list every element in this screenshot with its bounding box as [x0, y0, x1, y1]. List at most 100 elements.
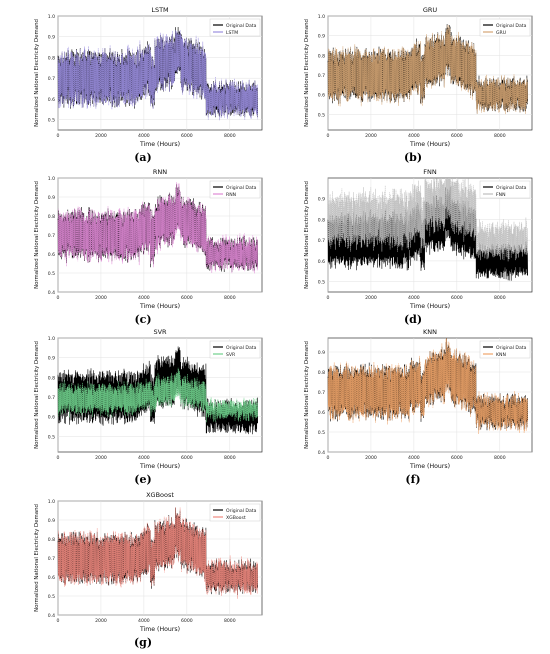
y-tick-label: 0.7 — [48, 395, 55, 401]
x-tick-label: 0 — [57, 618, 60, 624]
chart-panel-rnn: 0.4 0.5 0.6 0.7 0.8 0.9 1.0 0 2000 4000 6000 8000 RN… — [12, 162, 274, 326]
x-tick-label: 2000 — [365, 133, 377, 139]
chart-panel-fnn: 0.5 0.6 0.7 0.8 0.9 0 2000 4000 6000 8000 FNN Time … — [282, 162, 544, 326]
chart-svg: 0.4 0.5 0.6 0.7 0.8 0.9 1.0 0 2000 4000 6000 8000 XG… — [34, 491, 263, 633]
chart-panel-xgboost: 0.4 0.5 0.6 0.7 0.8 0.9 1.0 0 2000 4000 6000 8000 XG… — [12, 485, 274, 649]
y-tick-label: 0.4 — [318, 450, 325, 456]
legend-entry: Original Data — [226, 23, 257, 29]
y-tick-label: 0.7 — [318, 73, 325, 79]
y-tick-label: 0.9 — [48, 35, 55, 41]
legend-entry: Original Data — [496, 23, 527, 29]
y-tick-label: 0.4 — [48, 290, 55, 296]
series-svr — [57, 367, 258, 423]
x-tick-label: 4000 — [138, 455, 150, 461]
x-tick-label: 8000 — [224, 618, 236, 624]
y-tick-label: 0.9 — [318, 34, 325, 40]
x-tick-label: 0 — [57, 133, 60, 139]
y-tick-label: 0.8 — [318, 370, 325, 376]
y-tick-label: 0.6 — [48, 575, 55, 581]
panel-caption: (f) — [405, 473, 421, 486]
panel-caption: (a) — [134, 151, 152, 164]
legend-entry: RNN — [226, 192, 236, 198]
y-axis-label: Normalized National Electricity Demand — [34, 181, 40, 289]
x-axis-label: Time (Hours) — [409, 141, 450, 148]
y-axis-label: Normalized National Electricity Demand — [304, 181, 310, 289]
y-tick-label: 0.7 — [318, 390, 325, 396]
series-rnn — [57, 182, 258, 274]
y-tick-label: 0.7 — [318, 238, 325, 244]
series-gru — [327, 24, 528, 115]
y-tick-label: 0.7 — [48, 556, 55, 562]
x-tick-label: 0 — [57, 455, 60, 461]
chart-svg: 0.5 0.6 0.7 0.8 0.9 1.0 0 2000 4000 6000 8000 LSTM T… — [34, 6, 263, 148]
x-tick-label: 6000 — [451, 133, 463, 139]
x-axis-label: Time (Hours) — [409, 303, 450, 310]
x-tick-label: 6000 — [181, 295, 193, 301]
chart-svg: 0.5 0.6 0.7 0.8 0.9 0 2000 4000 6000 8000 FNN Time … — [304, 168, 533, 310]
legend-entry: Original Data — [226, 508, 257, 514]
y-tick-label: 0.6 — [318, 93, 325, 99]
chart-title: SVR — [153, 328, 167, 336]
legend-entry: KNN — [496, 352, 506, 358]
y-tick-label: 0.9 — [318, 197, 325, 203]
x-tick-label: 4000 — [138, 618, 150, 624]
y-tick-label: 0.9 — [48, 518, 55, 524]
x-axis-label: Time (Hours) — [139, 303, 180, 310]
x-tick-label: 8000 — [224, 133, 236, 139]
x-tick-label: 0 — [57, 295, 60, 301]
y-tick-label: 0.6 — [48, 252, 55, 258]
legend-entry: Original Data — [226, 185, 257, 191]
x-tick-label: 8000 — [224, 295, 236, 301]
y-tick-label: 0.6 — [318, 410, 325, 416]
y-tick-label: 1.0 — [48, 336, 55, 342]
x-tick-label: 4000 — [408, 295, 420, 301]
y-tick-label: 0.5 — [318, 112, 325, 118]
x-axis-label: Time (Hours) — [139, 463, 180, 470]
y-tick-label: 0.5 — [318, 430, 325, 436]
y-tick-label: 0.9 — [48, 356, 55, 362]
chart-panel-lstm: 0.5 0.6 0.7 0.8 0.9 1.0 0 2000 4000 6000 8000 LSTM T… — [12, 0, 274, 164]
x-tick-label: 4000 — [408, 455, 420, 461]
y-tick-label: 0.4 — [48, 613, 55, 619]
chart-panel-knn: 0.4 0.5 0.6 0.7 0.8 0.9 0 2000 4000 6000 8000 KNN Ti… — [282, 322, 544, 486]
legend-entry: FNN — [496, 192, 506, 198]
y-tick-label: 1.0 — [48, 499, 55, 505]
y-tick-label: 0.6 — [48, 97, 55, 103]
x-axis-label: Time (Hours) — [139, 626, 180, 633]
x-tick-label: 8000 — [224, 455, 236, 461]
legend-entry: Original Data — [226, 345, 257, 351]
y-tick-label: 0.8 — [48, 375, 55, 381]
x-tick-label: 4000 — [408, 133, 420, 139]
chart-panel-gru: 0.5 0.6 0.7 0.8 0.9 1.0 0 2000 4000 6000 8000 GRU Ti… — [282, 0, 544, 164]
y-tick-label: 0.8 — [48, 214, 55, 220]
y-axis-label: Normalized National Electricity Demand — [34, 19, 40, 127]
y-tick-label: 0.5 — [318, 280, 325, 286]
panel-caption: (c) — [134, 313, 152, 326]
y-tick-label: 0.7 — [48, 233, 55, 239]
x-tick-label: 2000 — [95, 455, 107, 461]
x-tick-label: 6000 — [181, 455, 193, 461]
legend-entry: LSTM — [226, 30, 238, 36]
y-tick-label: 0.8 — [318, 217, 325, 223]
x-tick-label: 8000 — [494, 133, 506, 139]
series-knn — [327, 337, 528, 435]
chart-svg: 0.4 0.5 0.6 0.7 0.8 0.9 0 2000 4000 6000 8000 KNN Ti… — [304, 328, 533, 470]
legend-entry: Original Data — [496, 345, 527, 351]
chart-panel-svr: 0.5 0.6 0.7 0.8 0.9 1.0 0 2000 4000 6000 8000 SVR Ti… — [12, 322, 274, 486]
series-lstm — [57, 29, 258, 121]
x-tick-label: 4000 — [138, 295, 150, 301]
chart-title: LSTM — [151, 6, 168, 14]
panel-caption: (e) — [134, 473, 152, 486]
y-tick-label: 0.8 — [48, 55, 55, 61]
y-tick-label: 0.8 — [48, 537, 55, 543]
x-tick-label: 0 — [327, 133, 330, 139]
chart-title: KNN — [423, 328, 437, 336]
x-tick-label: 8000 — [494, 455, 506, 461]
panel-caption: (d) — [403, 313, 423, 326]
